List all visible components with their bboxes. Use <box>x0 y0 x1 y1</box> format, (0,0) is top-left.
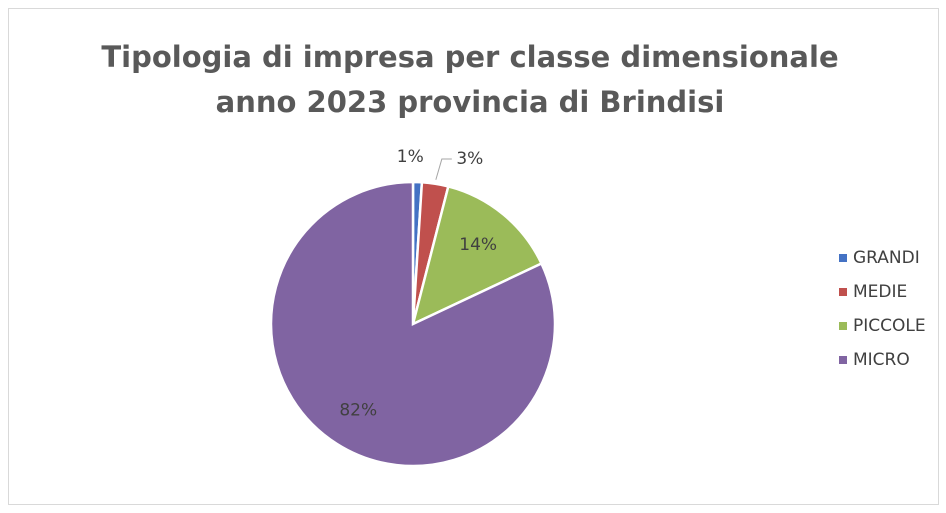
data-label: 14% <box>459 235 497 255</box>
legend-label: PICCOLE <box>853 316 926 336</box>
legend-label: MEDIE <box>853 282 907 302</box>
legend-swatch <box>839 322 847 330</box>
chart-title: Tipologia di impresa per classe dimensio… <box>101 40 838 74</box>
data-label: 1% <box>397 147 424 167</box>
data-label: 3% <box>456 149 483 169</box>
legend-swatch <box>839 254 847 262</box>
legend-swatch <box>839 288 847 296</box>
pie-slice <box>411 184 544 327</box>
data-label: 82% <box>339 400 377 420</box>
legend-label: MICRO <box>853 350 910 370</box>
legend-label: GRANDI <box>853 248 920 268</box>
pie-slice <box>269 180 557 468</box>
chart-title: anno 2023 provincia di Brindisi <box>216 85 725 119</box>
legend-swatch <box>839 356 847 364</box>
leader-line <box>435 158 452 180</box>
